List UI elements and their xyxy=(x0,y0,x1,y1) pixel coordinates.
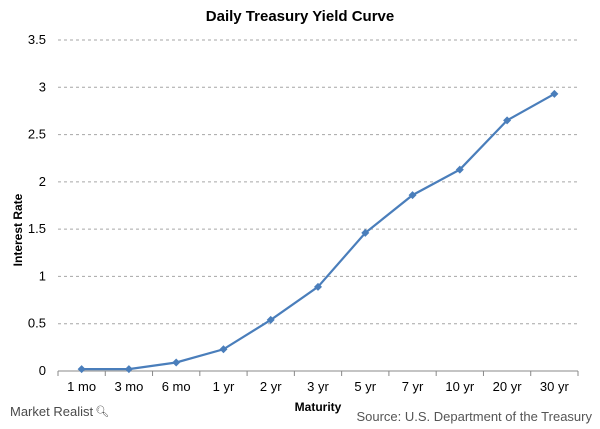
gridlines xyxy=(58,39,578,325)
x-tick-label: 1 mo xyxy=(67,379,96,394)
data-point xyxy=(361,228,370,237)
y-tick-label: 2.5 xyxy=(28,127,46,142)
x-tick-label: 6 mo xyxy=(162,379,191,394)
data-point xyxy=(408,191,417,200)
y-tick-label: 0.5 xyxy=(28,316,46,331)
x-tick-label: 5 yr xyxy=(354,379,376,394)
x-tick-label: 30 yr xyxy=(540,379,570,394)
data-point xyxy=(455,165,464,174)
data-point xyxy=(124,365,133,374)
x-tick-label: 3 yr xyxy=(307,379,329,394)
chart-title: Daily Treasury Yield Curve xyxy=(205,8,395,25)
y-tick-label: 1 xyxy=(39,268,46,283)
x-tick-label: 1 yr xyxy=(213,379,235,394)
x-tick-label: 2 yr xyxy=(260,379,282,394)
y-axis-label: Interest Rate xyxy=(11,193,25,266)
y-tick-label: 2 xyxy=(39,174,46,189)
data-point xyxy=(266,315,275,324)
source-note: Source: U.S. Department of the Treasury xyxy=(356,409,592,424)
brand-logo: Market Realist 🔍︎ xyxy=(10,404,109,419)
data-point xyxy=(172,358,181,367)
x-axis-label: Maturity xyxy=(295,400,342,414)
y-tick-label: 1.5 xyxy=(28,221,46,236)
y-tick-label: 3.5 xyxy=(28,32,46,47)
data-point xyxy=(503,116,512,125)
brand-name: Market Realist xyxy=(10,404,94,419)
plot-area xyxy=(77,89,559,374)
magnifier-icon: 🔍︎ xyxy=(95,406,110,418)
x-tick-label: 7 yr xyxy=(402,379,424,394)
data-point xyxy=(77,365,86,374)
x-tick-label: 3 mo xyxy=(114,379,143,394)
x-tick-label: 10 yr xyxy=(445,379,475,394)
y-tick-label: 3 xyxy=(39,79,46,94)
data-point xyxy=(314,282,322,291)
series-line xyxy=(81,92,555,371)
y-axis: 0 0.5 1 1.5 2 2.5 3 3.5 xyxy=(28,32,46,378)
data-point xyxy=(219,345,228,354)
y-tick-label: 0 xyxy=(39,363,46,378)
x-tick-label: 20 yr xyxy=(493,379,523,394)
data-point xyxy=(550,89,559,98)
x-axis: 1 mo 3 mo 6 mo 1 yr 2 yr 3 yr 5 yr 7 yr 10 yr 20 … xyxy=(57,370,579,394)
